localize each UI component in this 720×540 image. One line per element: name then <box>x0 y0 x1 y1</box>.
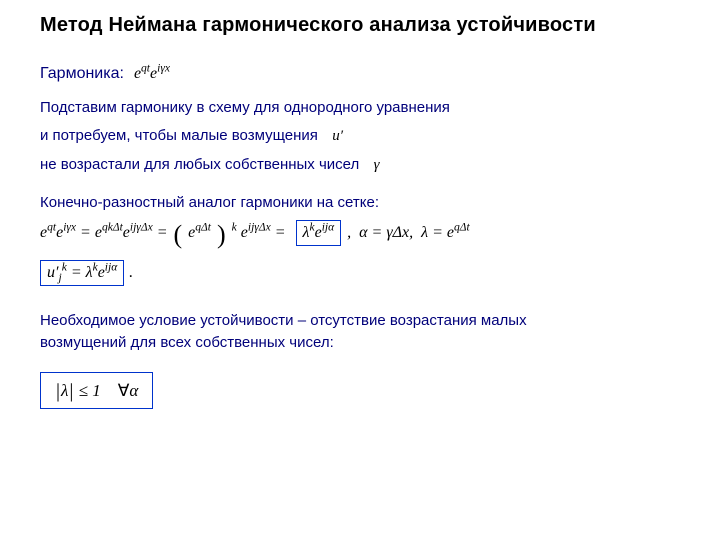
page-title: Метод Неймана гармонического анализа уст… <box>40 14 692 37</box>
harmonic-formula: eqteiγx <box>134 65 170 83</box>
condition-box: |λ| ≤ 1 ∀α <box>40 372 153 409</box>
analog-box2-formula: u′jk = λkeijα <box>47 264 117 281</box>
sub-line-1: Подставим гармонику в схему для однородн… <box>40 97 692 119</box>
sub-line-3: не возрастали для любых собственных чисе… <box>40 154 692 177</box>
harmonic-label: Гармоника: <box>40 65 124 83</box>
analog-lhs: eqteiγx = eqkΔteijγΔx = <box>40 224 168 242</box>
analog-box-1: λkeijα <box>296 220 342 246</box>
analog-after-paren: k eijγΔx = <box>232 224 286 242</box>
analog-tail: , α = γΔx, λ = eqΔt <box>347 224 470 242</box>
condition-formula: |λ| ≤ 1 ∀α <box>55 381 138 400</box>
sub-line-2: и потребуем, чтобы малые возмущения u′ <box>40 125 692 148</box>
sub-line-3-prefix: не возрастали для любых собственных чисе… <box>40 156 359 173</box>
analog-box-2-row: u′jk = λkeijα . <box>40 256 692 310</box>
analog-label: Конечно-разностный аналог гармоники на с… <box>40 192 692 214</box>
analog-box2-tail: . <box>129 264 133 281</box>
analog-paren-inner: eqΔt <box>188 224 211 242</box>
analog-box-2: u′jk = λkeijα <box>40 260 124 286</box>
sub-line-2-prefix: и потребуем, чтобы малые возмущения <box>40 127 318 144</box>
gamma-symbol: γ <box>374 157 380 173</box>
analog-equation-row: eqteiγx = eqkΔteijγΔx = ( eqΔt ) k eijγΔ… <box>40 220 692 246</box>
analog-box1-formula: λkeijα <box>303 224 335 241</box>
substitution-block: Подставим гармонику в схему для однородн… <box>40 97 692 176</box>
harmonic-row: Гармоника: eqteiγx <box>40 65 692 83</box>
condition-text: Необходимое условие устойчивости – отсут… <box>40 310 600 354</box>
u-prime-symbol: u′ <box>332 128 343 144</box>
condition-box-row: |λ| ≤ 1 ∀α <box>40 360 692 409</box>
